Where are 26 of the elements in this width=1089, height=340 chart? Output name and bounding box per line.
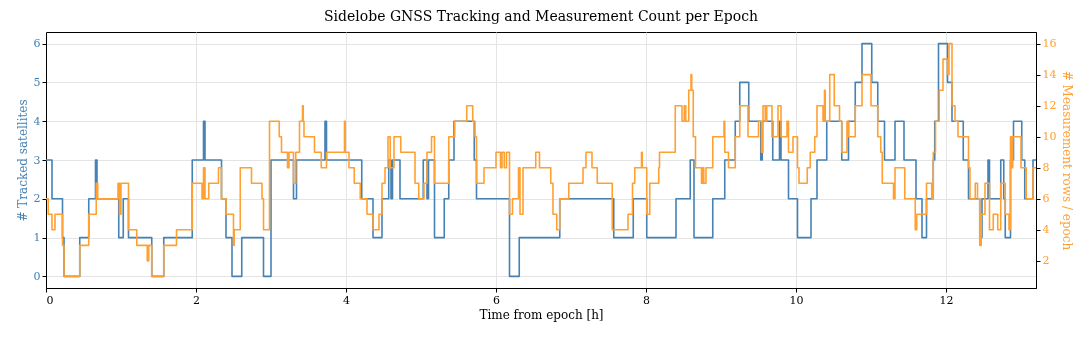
y-tick-label: 2 [33, 192, 41, 206]
x-tick-label: 4 [343, 293, 350, 307]
y2-tick-label: 8 [1042, 161, 1050, 175]
x-axis-title: Time from epoch [h] [479, 307, 604, 322]
y-tick-label: 1 [33, 231, 41, 245]
y2-tick-label: 4 [1042, 223, 1050, 237]
y2-tick-label: 12 [1042, 99, 1057, 113]
x-tick-label: 8 [643, 293, 650, 307]
x-tick-label: 2 [193, 293, 200, 307]
y-tick-label: 5 [33, 75, 41, 89]
y2-tick-label: 14 [1042, 68, 1057, 82]
x-tick-label: 10 [789, 293, 804, 307]
y-tick-label: 0 [33, 269, 41, 283]
y-tick-label: 3 [33, 153, 41, 167]
y2-tick-label: 6 [1042, 192, 1050, 206]
y2-tick-label: 16 [1042, 37, 1057, 51]
x-tick-label: 12 [939, 293, 954, 307]
y-tick-label: 6 [33, 37, 41, 51]
y-tick-label: 4 [33, 114, 41, 128]
chart-title: Sidelobe GNSS Tracking and Measurement Count per Epoch [323, 8, 759, 24]
y2-tick-label: 10 [1042, 130, 1057, 144]
y-axis-title: # Tracked satellites [15, 99, 30, 222]
x-tick-label: 6 [493, 293, 500, 307]
y2-axis-title: # Measurement rows / epoch [1060, 70, 1075, 251]
x-tick-label: 0 [46, 293, 54, 307]
y2-tick-label: 2 [1042, 254, 1050, 268]
